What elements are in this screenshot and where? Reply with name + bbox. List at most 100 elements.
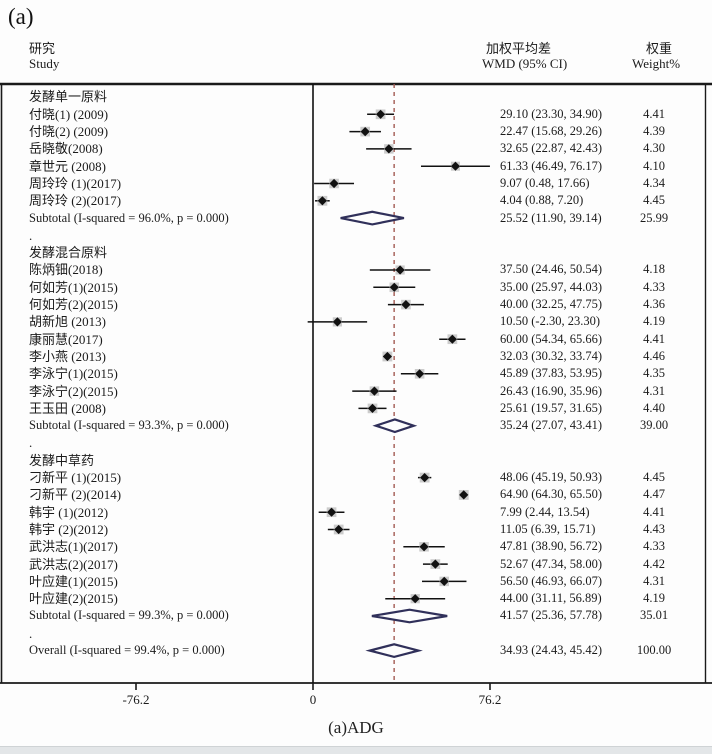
study-label: 康丽慧(2017) [29,331,103,347]
subtotal-weight-value: 35.01 [639,608,669,623]
study-weight-value: 4.31 [643,383,665,398]
study-ci-value: 10.50 (-2.30, 23.30) [500,314,600,329]
point-estimate-marker [329,178,339,189]
study-weight-value: 4.33 [643,279,665,294]
column-header-study-zh: 研究 [29,41,56,56]
study-ci-value: 4.04 (0.88, 7.20) [500,193,584,208]
study-weight-value: 4.45 [643,470,665,484]
x-axis-tick-label-zero: 0 [309,692,317,707]
subtotal-label: Subtotal (I-squared = 99.3%, p = 0.000) [29,608,229,623]
study-label: 刁新平 (2)(2014) [29,487,122,503]
subtotal-ci-value: 41.57 (25.36, 57.78) [500,608,603,623]
overall-label: Overall (I-squared = 99.4%, p = 0.000) [29,643,225,657]
study-weight-value: 4.10 [643,158,665,173]
subtotal-diamond [372,418,418,434]
point-estimate-marker [375,109,386,119]
study-weight-value: 4.41 [643,106,665,121]
study-weight-value: 4.45 [643,193,665,208]
study-ci-value: 64.90 (64.30, 65.50) [500,487,603,502]
study-ci-value: 11.05 (6.39, 15.71) [500,521,596,536]
study-weight-value: 4.47 [643,487,665,502]
study-ci-value: 9.07 (0.48, 17.66) [500,175,590,190]
point-estimate-marker [317,196,327,206]
study-label: 叶应建(2)(2015) [29,591,118,607]
point-estimate-marker [450,161,461,171]
study-weight-value: 4.30 [643,141,665,156]
point-estimate-marker [326,507,337,517]
study-label: 李泳宁(1)(2015) [29,366,118,382]
study-label: 周玲玲 (2)(2017) [29,193,122,209]
point-estimate-marker [459,490,469,500]
study-weight-value: 4.41 [643,331,665,346]
study-weight-value: 4.35 [643,366,665,381]
study-ci-value: 7.99 (2.44, 13.54) [500,504,590,519]
point-estimate-marker [439,576,449,586]
study-label: 付晓(2) (2009) [29,124,109,139]
point-estimate-marker [389,282,399,292]
study-ci-value: 25.61 (19.57, 31.65) [500,400,603,415]
study-label: 韩宇 (1)(2012) [29,504,109,520]
point-estimate-marker [401,300,411,310]
study-ci-value: 52.67 (47.34, 58.00) [500,556,603,571]
group-header-label: 发酵单一原料 [29,89,108,105]
point-estimate-marker [420,473,430,483]
overall-weight-value: 100.00 [636,643,672,657]
column-header-wmd-en: WMD (95% CI) [482,56,568,71]
study-weight-value: 4.40 [643,400,665,415]
group-separator-dot: . [29,227,33,243]
point-estimate-marker [430,559,440,569]
study-weight-value: 4.33 [643,539,665,554]
study-ci-value: 56.50 (46.93, 66.07) [500,573,603,588]
subtotal-weight-value: 25.99 [639,210,669,225]
point-estimate-marker [414,369,425,379]
overall-diamond [365,643,423,659]
study-ci-value: 37.50 (24.46, 50.54) [500,262,603,277]
point-estimate-marker [382,351,392,362]
study-weight-value: 4.39 [643,124,665,138]
group-header-label: 发酵混合原料 [29,245,108,261]
column-header-weight-zh: 权重 [646,41,673,56]
study-label: 李小燕 (2013) [29,348,106,364]
subtotal-weight-value: 39.00 [639,418,669,433]
study-weight-value: 4.46 [643,348,665,363]
group-separator-dot: . [29,435,33,451]
study-ci-value: 45.89 (37.83, 53.95) [500,366,603,381]
column-header-wmd-zh: 加权平均差 [486,41,552,56]
study-weight-value: 4.42 [643,556,665,571]
study-label: 叶应建(1)(2015) [29,573,118,589]
study-ci-value: 61.33 (46.49, 76.17) [500,158,603,173]
x-axis-caption: (a)ADG [328,718,384,737]
point-estimate-marker [369,386,379,396]
point-estimate-marker [410,594,420,604]
column-header-study-en: Study [29,56,60,71]
point-estimate-marker [395,265,405,275]
point-estimate-marker [360,127,370,137]
study-ci-value: 35.00 (25.97, 44.03) [500,279,603,294]
study-weight-value: 4.18 [643,262,665,277]
study-ci-value: 32.65 (22.87, 42.43) [500,141,603,156]
point-estimate-marker [367,403,378,413]
study-label: 武洪志(2)(2017) [29,556,118,572]
study-label: 岳晓敬(2008) [29,141,103,157]
point-estimate-marker [332,317,342,327]
column-header-weight-en: Weight% [632,56,681,71]
study-label: 韩宇 (2)(2012) [29,521,109,537]
study-label: 李泳宁(2)(2015) [29,383,118,399]
study-weight-value: 4.34 [643,175,665,190]
study-label: 周玲玲 (1)(2017) [29,175,122,191]
point-estimate-marker [447,334,457,344]
study-ci-value: 26.43 (16.90, 35.96) [500,383,603,398]
study-ci-value: 47.81 (38.90, 56.72) [500,539,603,554]
subtotal-ci-value: 35.24 (27.07, 43.41) [500,418,603,433]
bottom-edge-strip [0,746,712,754]
study-label: 王玉田 (2008) [29,400,106,416]
study-label: 何如芳(2)(2015) [29,297,118,312]
study-label: 章世元 (2008) [29,158,106,174]
x-axis-tick-label-neg: -76.2 [122,692,150,707]
study-ci-value: 29.10 (23.30, 34.90) [500,106,603,121]
point-estimate-marker [384,144,394,154]
study-ci-value: 60.00 (54.34, 65.66) [500,331,603,346]
point-estimate-marker [334,524,344,535]
